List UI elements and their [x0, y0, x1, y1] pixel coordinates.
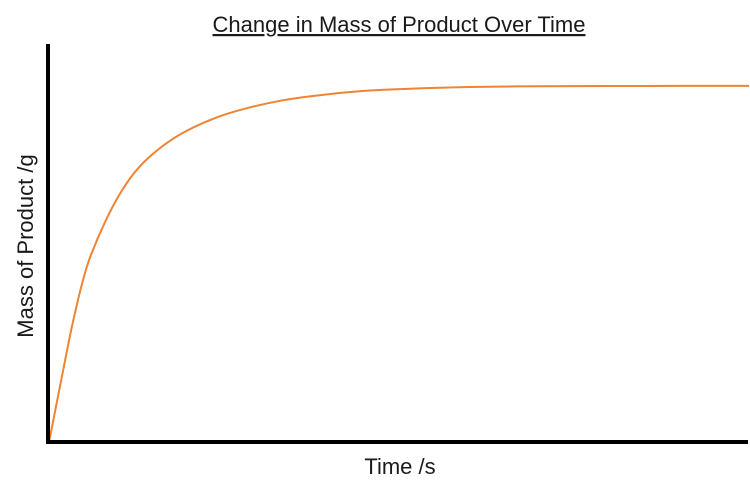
y-axis-label: Mass of Product /g [13, 154, 38, 337]
plot-area [46, 44, 749, 444]
series-line [48, 84, 749, 443]
chart-title: Change in Mass of Product Over Time [213, 12, 586, 37]
series-layer [48, 84, 749, 443]
x-axis-label: Time /s [364, 454, 435, 479]
